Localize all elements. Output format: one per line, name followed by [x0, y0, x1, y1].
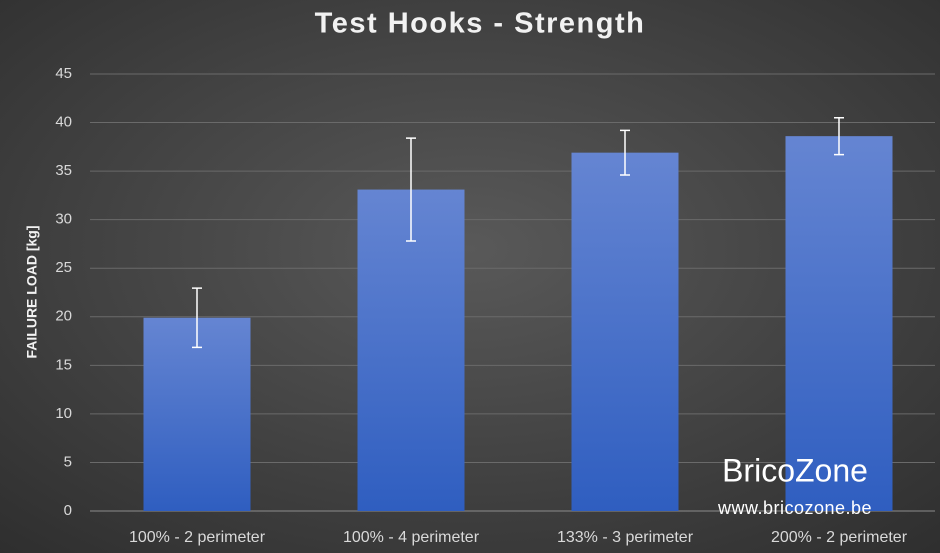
y-tick-label: 35 [55, 162, 72, 179]
bar [357, 189, 465, 511]
x-tick-label: 100% - 4 perimeter [343, 529, 480, 546]
x-tick-label: 133% - 3 perimeter [557, 529, 694, 546]
error-bar [834, 116, 844, 156]
y-tick-label: 30 [55, 211, 72, 228]
y-tick-label: 5 [64, 453, 72, 470]
error-bar [192, 287, 202, 349]
watermark-url: www.bricozone.be [717, 498, 872, 518]
error-bar [620, 129, 630, 176]
chart-title: Test Hooks - Strength [315, 8, 646, 40]
bar [143, 317, 251, 511]
x-tick-label: 100% - 2 perimeter [129, 529, 266, 546]
y-tick-label: 15 [55, 356, 72, 373]
y-tick-label: 25 [55, 259, 72, 276]
bar [785, 136, 893, 511]
bar [571, 152, 679, 511]
y-tick-label: 40 [55, 114, 72, 131]
y-axis-label: FAILURE LOAD [kg] [24, 226, 40, 359]
x-tick-label: 200% - 2 perimeter [771, 529, 908, 546]
y-tick-label: 0 [64, 502, 72, 519]
y-tick-label: 10 [55, 405, 72, 422]
watermark: BricoZone [722, 452, 868, 488]
y-tick-label: 20 [55, 308, 72, 325]
error-bar [406, 137, 416, 242]
y-tick-label: 45 [55, 65, 72, 82]
